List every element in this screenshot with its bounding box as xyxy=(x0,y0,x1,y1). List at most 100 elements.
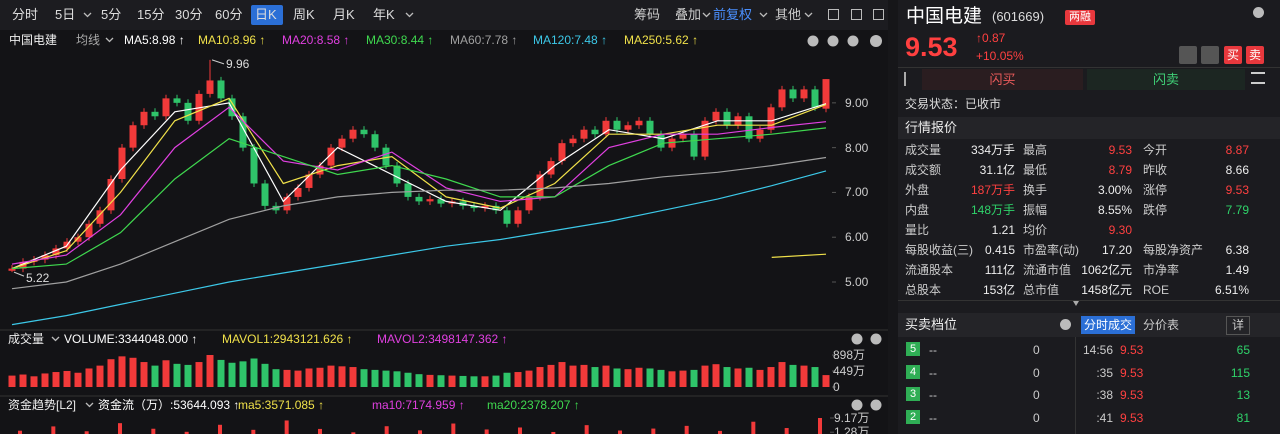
quote-value: 8.55% xyxy=(1097,203,1132,217)
flow-title[interactable]: 资金趋势[L2] xyxy=(8,398,77,412)
candle-body xyxy=(382,147,390,166)
stock-code: (601669) xyxy=(992,9,1045,24)
level-price: -- xyxy=(929,365,937,380)
volume-bar xyxy=(74,372,82,387)
candle-body xyxy=(129,125,137,148)
candle-body xyxy=(283,196,291,211)
trade-volume: 65 xyxy=(1236,343,1250,357)
volume-bar xyxy=(272,369,280,387)
volume-indicator: MAVOL2:3498147.362 xyxy=(377,331,508,347)
ma-legend-name: MA250 xyxy=(624,32,665,48)
volume-bar xyxy=(63,370,71,387)
period-tab[interactable]: 30分 xyxy=(175,7,203,22)
quote-label: 涨停 xyxy=(1143,183,1168,197)
candle-body xyxy=(118,147,126,179)
ma-legend-value: 8.44 xyxy=(401,32,434,48)
ma-menu[interactable]: 均线 xyxy=(76,33,101,47)
low-annotation: 5.22 xyxy=(26,271,50,286)
expand-icon[interactable] xyxy=(904,72,916,86)
trade-price: 9.53 xyxy=(1120,410,1144,425)
period-tab[interactable]: 分时 xyxy=(12,7,39,22)
period-tab[interactable]: 60分 xyxy=(215,7,243,22)
level-badge: 2 xyxy=(906,409,920,424)
menu-icon[interactable] xyxy=(1251,72,1265,84)
quote-value: 8.66 xyxy=(1225,163,1249,177)
tool-icon[interactable] xyxy=(828,9,839,20)
candle-body xyxy=(151,111,159,117)
quote-label: 市净率 xyxy=(1143,263,1180,277)
candle-body xyxy=(679,134,687,139)
margin-badge: 两融 xyxy=(1065,10,1095,25)
candle-body xyxy=(294,187,302,197)
buy-button[interactable]: 买 xyxy=(1224,46,1242,64)
collapse-caret[interactable] xyxy=(1073,301,1079,306)
volume-bar xyxy=(580,364,588,387)
flow-bar xyxy=(484,429,489,434)
volume-bar xyxy=(635,367,643,387)
period-tab[interactable]: 5日 xyxy=(55,7,76,22)
flash-sell[interactable]: 闪卖 xyxy=(1087,69,1245,90)
quote-label: 均价 xyxy=(1023,223,1048,237)
quote-value: 17.20 xyxy=(1101,243,1132,257)
candle-body xyxy=(723,111,731,126)
volume-bar xyxy=(723,367,731,387)
volume-bar xyxy=(459,375,467,387)
trade-time: :35 xyxy=(1096,365,1113,380)
trades-tab[interactable]: 分价表 xyxy=(1143,318,1180,332)
settings-icon[interactable] xyxy=(1253,7,1264,18)
settings-icon[interactable] xyxy=(1060,319,1071,330)
volume-indicator: VOLUME:3344048.000 xyxy=(64,331,197,347)
level-badge: 4 xyxy=(906,364,920,379)
candle-body xyxy=(206,80,214,94)
volume-bar xyxy=(19,374,27,387)
candle-body xyxy=(239,116,247,148)
level-volume: 0 xyxy=(1033,410,1040,425)
flash-buy[interactable]: 闪买 xyxy=(922,69,1083,90)
volume-bar xyxy=(811,367,819,387)
level-volume: 0 xyxy=(1033,388,1040,402)
trade-status: 交易状态：已收市 xyxy=(905,97,1002,111)
panel-icon xyxy=(847,35,859,47)
volume-bar xyxy=(382,370,390,387)
price-change-pct: +10.05% xyxy=(976,49,1024,63)
alert-icon[interactable] xyxy=(1201,46,1219,64)
detail-button[interactable]: 详 xyxy=(1226,316,1250,335)
period-tab[interactable]: 月K xyxy=(333,7,355,22)
volume-bar xyxy=(778,362,786,387)
add-icon[interactable] xyxy=(1179,46,1197,64)
period-tab[interactable]: 周K xyxy=(293,7,315,22)
volume-bar xyxy=(294,370,302,387)
ma-legend-value: 8.96 xyxy=(233,32,266,48)
last-price: 9.53 xyxy=(905,32,958,62)
quote-label: 成交额 xyxy=(905,163,942,177)
period-tab[interactable]: 年K xyxy=(373,7,395,22)
period-tab[interactable]: 5分 xyxy=(101,7,122,22)
active-period-bg[interactable] xyxy=(251,5,283,25)
ma-line xyxy=(11,127,827,270)
volume-tick-label: 0 xyxy=(833,380,840,394)
tool-icon[interactable] xyxy=(873,9,884,20)
tool-button[interactable]: 其他 xyxy=(775,7,802,22)
section-title: 行情报价 xyxy=(905,120,958,135)
panel-icon xyxy=(851,333,863,345)
sell-button[interactable]: 卖 xyxy=(1246,46,1264,64)
period-tab[interactable]: 15分 xyxy=(137,7,165,22)
period-tab[interactable]: 日K xyxy=(255,7,277,22)
tool-button[interactable]: 前复权 xyxy=(713,7,753,22)
tool-icon[interactable] xyxy=(851,9,862,20)
trades-tab-active[interactable]: 分时成交 xyxy=(1081,316,1136,334)
volume-title[interactable]: 成交量 xyxy=(8,332,45,346)
dropdown-chevron xyxy=(702,12,711,18)
quote-label: 最低 xyxy=(1023,163,1048,177)
quote-value: 153亿 xyxy=(982,283,1015,297)
candle-body xyxy=(822,79,830,109)
flow-bar xyxy=(518,427,522,434)
candle-body xyxy=(558,143,566,162)
tool-button[interactable]: 叠加 xyxy=(675,7,702,22)
price-change: 0.87 xyxy=(976,30,1005,46)
candle-body xyxy=(327,147,335,166)
tool-button[interactable]: 筹码 xyxy=(634,7,661,22)
candle-body xyxy=(74,237,82,242)
panel-icon xyxy=(851,399,863,411)
quote-value: 31.1亿 xyxy=(979,163,1015,177)
